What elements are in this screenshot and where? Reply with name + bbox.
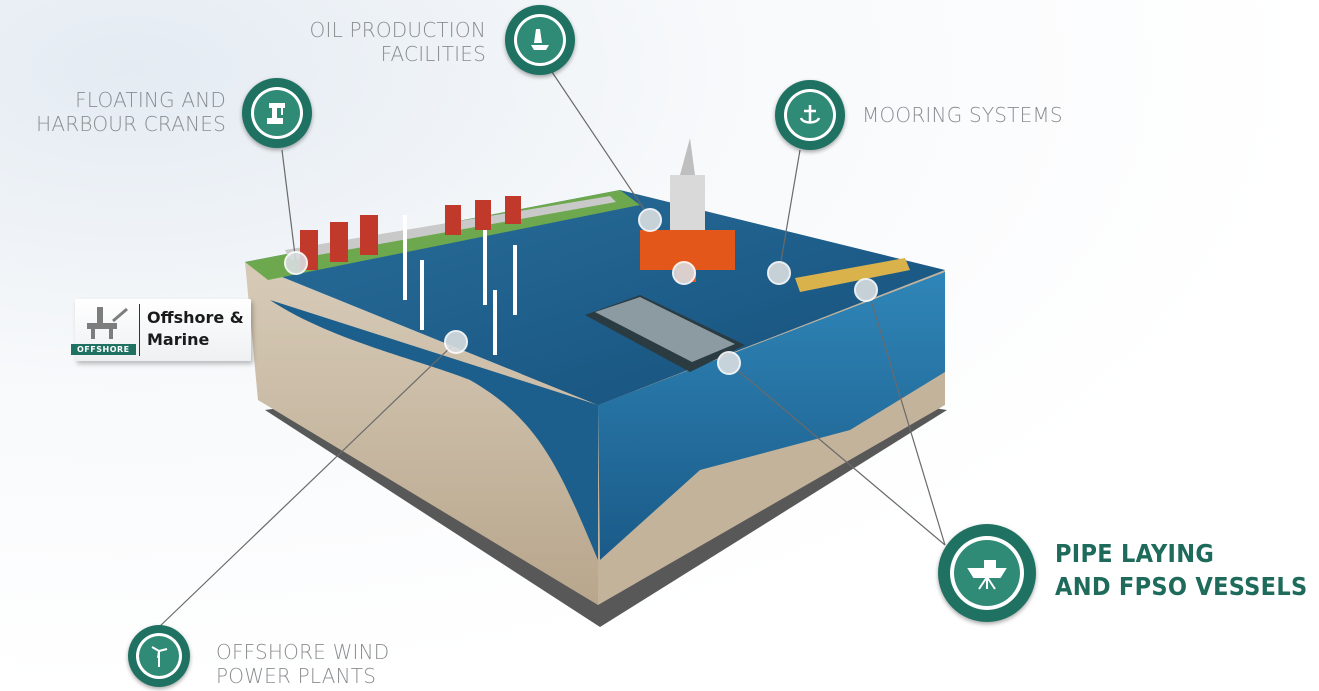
crane-icon[interactable] [242, 78, 312, 148]
harbour-cranes [300, 196, 521, 270]
anchor-icon[interactable] [775, 80, 845, 150]
wind-label: OFFSHORE WIND POWER PLANTS [216, 640, 389, 688]
offshore-platform-icon [77, 301, 131, 357]
connector-lines [157, 71, 946, 629]
pipe-laying-line2: AND FPSO VESSELS [1055, 572, 1308, 601]
oil-production-line1: OIL PRODUCTION [309, 18, 486, 42]
fpso-vessel [795, 258, 910, 292]
wind-line1: OFFSHORE WIND [216, 640, 390, 664]
tag-divider [139, 304, 140, 356]
offshore-badge: OFFSHORE [71, 344, 136, 355]
floating-cranes-label: FLOATING AND HARBOUR CRANES [0, 88, 226, 136]
mooring-label: MOORING SYSTEMS [862, 103, 1063, 127]
floating-cranes-line1: FLOATING AND [75, 88, 226, 112]
category-tag-line2: Marine [147, 330, 210, 349]
pipe-laying-title: PIPE LAYING AND FPSO VESSELS [1055, 537, 1307, 603]
mooring-line1: MOORING SYSTEMS [862, 103, 1063, 127]
category-tag-line1: Offshore & [147, 308, 244, 327]
soil-left-face [245, 262, 598, 605]
category-tag[interactable]: OFFSHORE Offshore & Marine [71, 299, 251, 361]
wind-turbines [403, 215, 517, 355]
floating-cranes-line2: HARBOUR CRANES [36, 112, 226, 136]
hotspot-dots [284, 208, 878, 375]
underwater-right-face [598, 272, 945, 560]
wind-turbine-icon[interactable] [128, 625, 190, 687]
oil-production-line2: FACILITIES [380, 42, 486, 66]
underwater-left-face [270, 300, 598, 560]
ship-icon[interactable] [938, 524, 1036, 622]
oil-rig-icon[interactable] [505, 5, 575, 75]
category-tag-label: Offshore & Marine [147, 307, 244, 351]
pipe-laying-line1: PIPE LAYING [1055, 539, 1215, 568]
wind-line2: POWER PLANTS [216, 664, 377, 688]
oil-production-label: OIL PRODUCTION FACILITIES [258, 18, 486, 66]
